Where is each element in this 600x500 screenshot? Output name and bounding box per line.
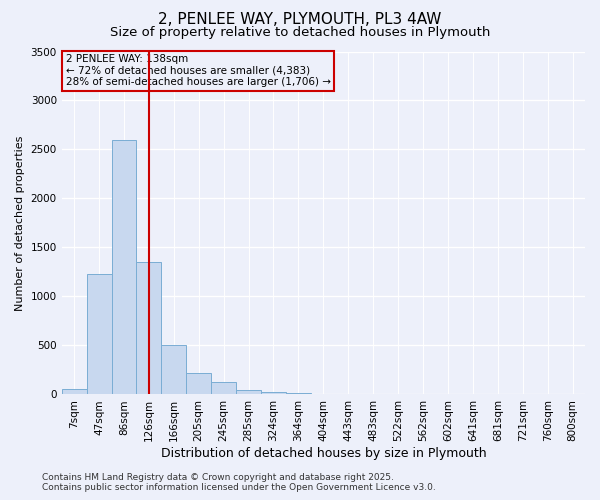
Bar [62,388,86,394]
Bar [86,274,112,394]
Bar [136,262,161,394]
Bar [161,346,186,395]
Bar [186,374,211,394]
Bar [211,382,236,394]
X-axis label: Distribution of detached houses by size in Plymouth: Distribution of detached houses by size … [161,447,486,460]
Y-axis label: Number of detached properties: Number of detached properties [15,136,25,310]
Text: Contains HM Land Registry data © Crown copyright and database right 2025.
Contai: Contains HM Land Registry data © Crown c… [42,473,436,492]
Text: Size of property relative to detached houses in Plymouth: Size of property relative to detached ho… [110,26,490,39]
Text: 2 PENLEE WAY: 138sqm
← 72% of detached houses are smaller (4,383)
28% of semi-de: 2 PENLEE WAY: 138sqm ← 72% of detached h… [66,54,331,88]
Bar [261,392,286,394]
Bar [112,140,136,394]
Bar [236,390,261,394]
Text: 2, PENLEE WAY, PLYMOUTH, PL3 4AW: 2, PENLEE WAY, PLYMOUTH, PL3 4AW [158,12,442,28]
